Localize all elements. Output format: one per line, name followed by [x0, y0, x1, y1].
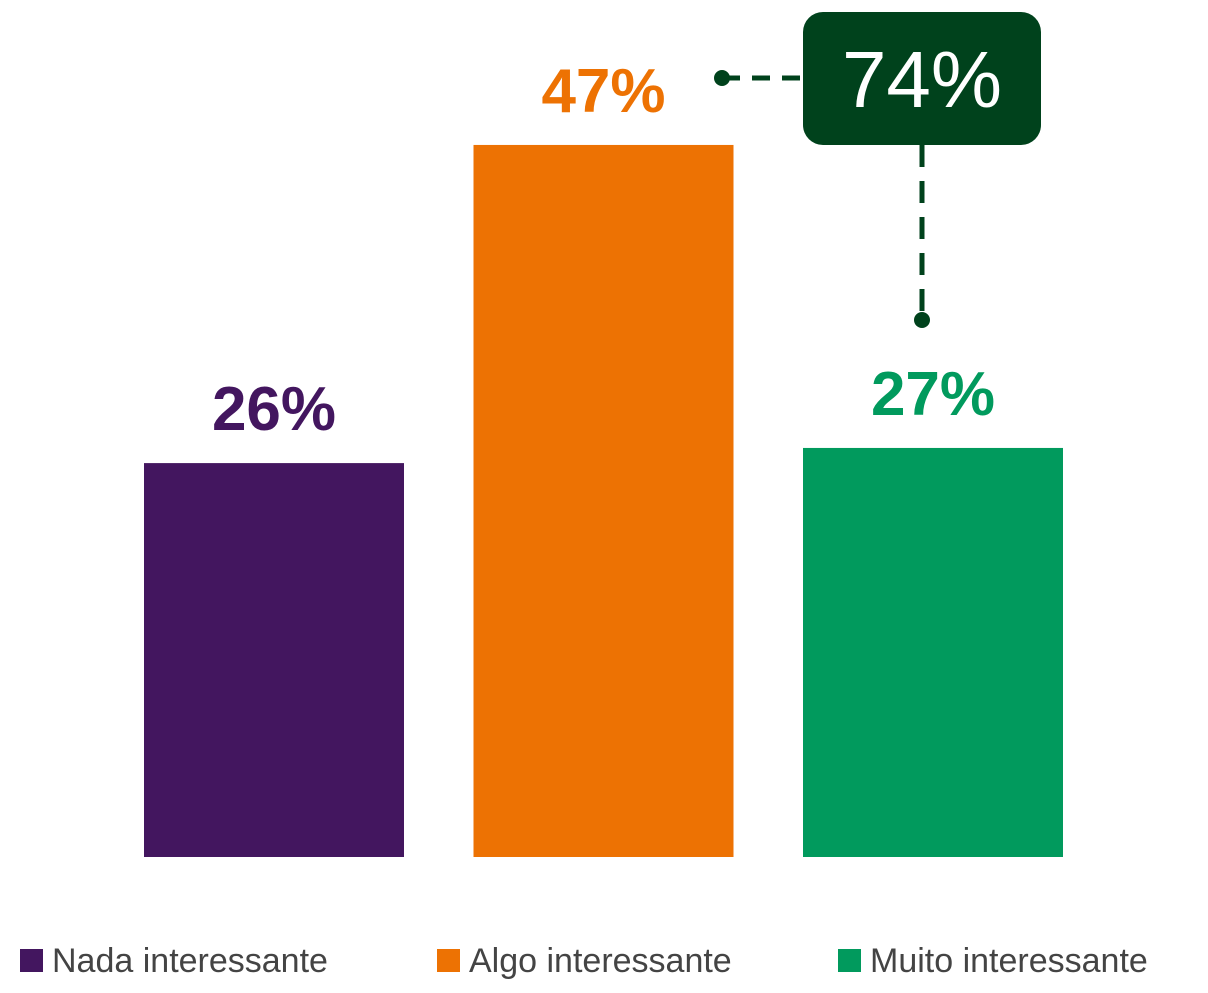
- value-label: 47%: [541, 57, 665, 126]
- legend-label: Nada interessante: [52, 942, 328, 980]
- value-label: 27%: [871, 360, 995, 429]
- legend-swatch: [437, 949, 460, 972]
- bar: [144, 463, 404, 857]
- annotation-label: 74%: [842, 35, 1002, 124]
- annotation-box: [803, 12, 1041, 145]
- value-label: 26%: [212, 375, 336, 444]
- legend-swatch: [20, 949, 43, 972]
- bar: [803, 447, 1063, 857]
- connector-dot: [914, 312, 930, 328]
- bar: [473, 144, 734, 857]
- legend-label: Algo interessante: [469, 942, 732, 980]
- legend-label: Muito interessante: [870, 942, 1148, 980]
- connector-dot: [714, 70, 730, 86]
- legend-swatch: [838, 949, 861, 972]
